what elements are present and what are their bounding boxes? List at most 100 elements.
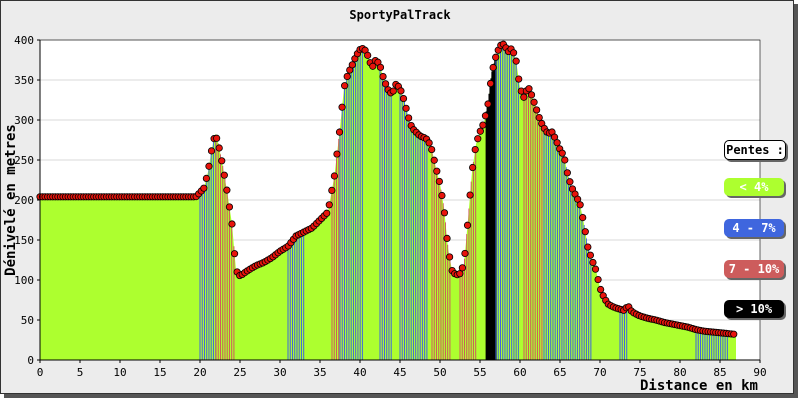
track-point: [512, 57, 520, 65]
x-tick-label: 10: [113, 366, 126, 379]
track-point: [328, 186, 336, 194]
track-point: [333, 150, 341, 158]
track-point: [425, 139, 433, 147]
slope-bands: [199, 44, 728, 360]
track-point: [581, 228, 589, 236]
y-tick-label: 250: [14, 154, 34, 167]
track-point: [379, 72, 387, 81]
track-point: [230, 250, 239, 258]
track-point: [525, 85, 533, 93]
track-point: [591, 265, 600, 273]
legend-item-lt4: < 4%: [724, 178, 784, 196]
x-tick-label: 40: [353, 366, 366, 379]
y-tick-label: 400: [14, 34, 34, 47]
track-point: [469, 163, 477, 172]
track-point: [489, 63, 497, 72]
track-point: [376, 63, 385, 71]
x-tick-label: 30: [273, 366, 286, 379]
track-point: [492, 53, 500, 61]
x-tick-label: 5: [77, 366, 84, 379]
track-point: [397, 87, 405, 95]
track-point: [471, 146, 479, 154]
track-point: [343, 72, 351, 81]
track-point: [433, 167, 441, 175]
track-point: [576, 201, 584, 209]
track-point: [428, 145, 436, 154]
track-point: [597, 285, 605, 294]
track-point: [325, 201, 333, 209]
track-point: [341, 82, 349, 90]
track-point: [561, 156, 569, 164]
track-point: [335, 128, 344, 136]
track-point: [584, 243, 592, 251]
track-point: [558, 149, 566, 157]
x-tick-label: 75: [633, 366, 646, 379]
track-point: [323, 209, 331, 217]
y-tick-label: 150: [14, 234, 34, 247]
track-point: [220, 171, 228, 179]
track-point: [461, 249, 469, 258]
track-point: [586, 251, 595, 259]
track-point: [399, 94, 408, 103]
track-point: [200, 184, 208, 192]
x-tick-label: 65: [553, 366, 566, 379]
track-point: [435, 177, 443, 186]
track-point: [205, 162, 213, 170]
track-point: [566, 178, 574, 186]
track-point: [381, 80, 390, 88]
track-point: [438, 191, 446, 200]
track-point: [563, 169, 571, 177]
track-point: [474, 135, 482, 143]
x-tick-label: 80: [673, 366, 686, 379]
x-tick-label: 85: [713, 366, 726, 379]
track-point: [456, 270, 464, 278]
track-point: [479, 121, 487, 129]
axes: 0 50 100 150 200 250 300 350 400 0 5 10 15 20 25 30 35 40…: [14, 34, 767, 379]
track-point: [228, 220, 236, 228]
y-tick-label: 350: [14, 74, 34, 87]
track-point: [509, 49, 518, 57]
x-tick-label: 15: [153, 366, 166, 379]
track-point: [430, 156, 438, 164]
x-tick-label: 45: [393, 366, 406, 379]
x-tick-label: 20: [193, 366, 206, 379]
y-tick-label: 100: [14, 274, 34, 287]
track-point: [481, 112, 490, 120]
x-tick-label: 60: [513, 366, 526, 379]
y-tick-label: 200: [14, 194, 34, 207]
track-point: [463, 221, 472, 229]
profile-points: [36, 40, 738, 338]
track-point: [458, 264, 466, 272]
x-tick-label: 0: [37, 366, 44, 379]
x-tick-label: 55: [473, 366, 486, 379]
plot-border: [39, 39, 761, 361]
track-point: [202, 174, 210, 182]
track-point: [466, 191, 474, 199]
track-point: [579, 214, 587, 222]
track-point: [589, 258, 597, 267]
track-point: [730, 330, 738, 338]
y-tick-label: 0: [27, 354, 34, 367]
track-point: [530, 98, 538, 106]
track-point: [338, 103, 346, 111]
track-point: [533, 106, 541, 114]
legend-item-4-7: 4 - 7%: [724, 219, 784, 237]
track-point: [218, 157, 226, 165]
track-point: [215, 144, 223, 152]
legend-item-gt10: > 10%: [724, 300, 784, 318]
track-point: [520, 93, 528, 101]
x-tick-label: 25: [233, 366, 246, 379]
x-tick-label: 70: [593, 366, 606, 379]
track-point: [330, 172, 338, 180]
track-point: [440, 209, 449, 217]
x-tick-label: 90: [753, 366, 766, 379]
track-point: [515, 75, 523, 83]
track-point: [535, 114, 543, 122]
track-point: [553, 139, 561, 147]
legend-title: Pentes :: [724, 140, 786, 160]
track-point: [223, 186, 231, 194]
track-point: [348, 61, 356, 69]
track-point: [476, 127, 484, 135]
chart-title: SportyPalTrack: [349, 8, 451, 22]
